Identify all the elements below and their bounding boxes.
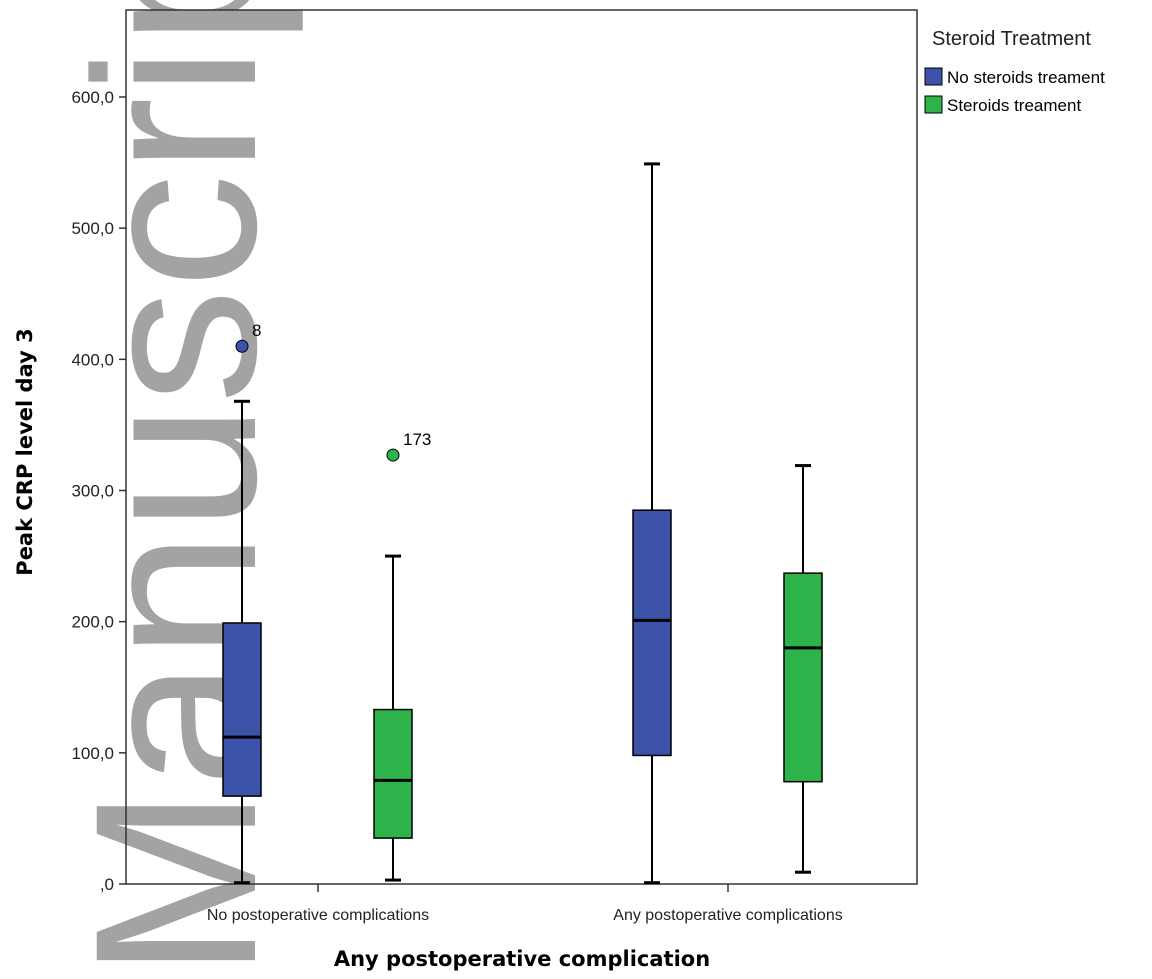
iqr-box [222,622,262,797]
legend-label-no-steroids: No steroids treament [947,68,1105,87]
x-tick-label: No postoperative complications [207,907,429,924]
outlier-point [235,339,249,353]
iqr-box [632,509,672,757]
y-tick-label: 500,0 [71,219,114,238]
watermark: Manuscript [47,0,304,979]
y-tick-label: 600,0 [71,88,114,107]
outlier-point [386,448,400,462]
y-tick-label: 100,0 [71,744,114,763]
outlier-label: 8 [252,321,261,340]
y-tick-label: ,0 [100,875,114,894]
legend-label-steroids: Steroids treament [947,96,1081,115]
iqr-box [373,708,413,839]
boxes-layer: 8 173 [222,162,823,885]
y-axis: ,0 100,0 200,0 300,0 400,0 500,0 600,0 [71,88,126,894]
legend-swatch-steroids [924,95,943,114]
box-group [632,162,672,885]
legend-title: Steroid Treatment [932,28,1091,50]
y-axis-title: Peak CRP level day 3 [13,328,37,575]
legend-swatch-no-steroids [924,67,943,86]
watermark-text: Manuscript [47,0,304,979]
y-tick-label: 200,0 [71,613,114,632]
box-group [783,464,823,874]
y-tick-label: 400,0 [71,350,114,369]
legend: Steroid Treatment No steroids treament S… [924,28,1105,115]
plot-area [125,9,918,885]
x-axis: No postoperative complications Any postop… [207,884,843,924]
x-tick-label: Any postoperative complications [613,907,842,924]
y-tick-label: 300,0 [71,482,114,501]
box-group: 173 [373,430,431,882]
outlier-label: 173 [403,430,431,449]
box-group: 8 [222,321,262,885]
x-axis-title: Any postoperative complication [334,947,710,971]
iqr-box [783,572,823,783]
